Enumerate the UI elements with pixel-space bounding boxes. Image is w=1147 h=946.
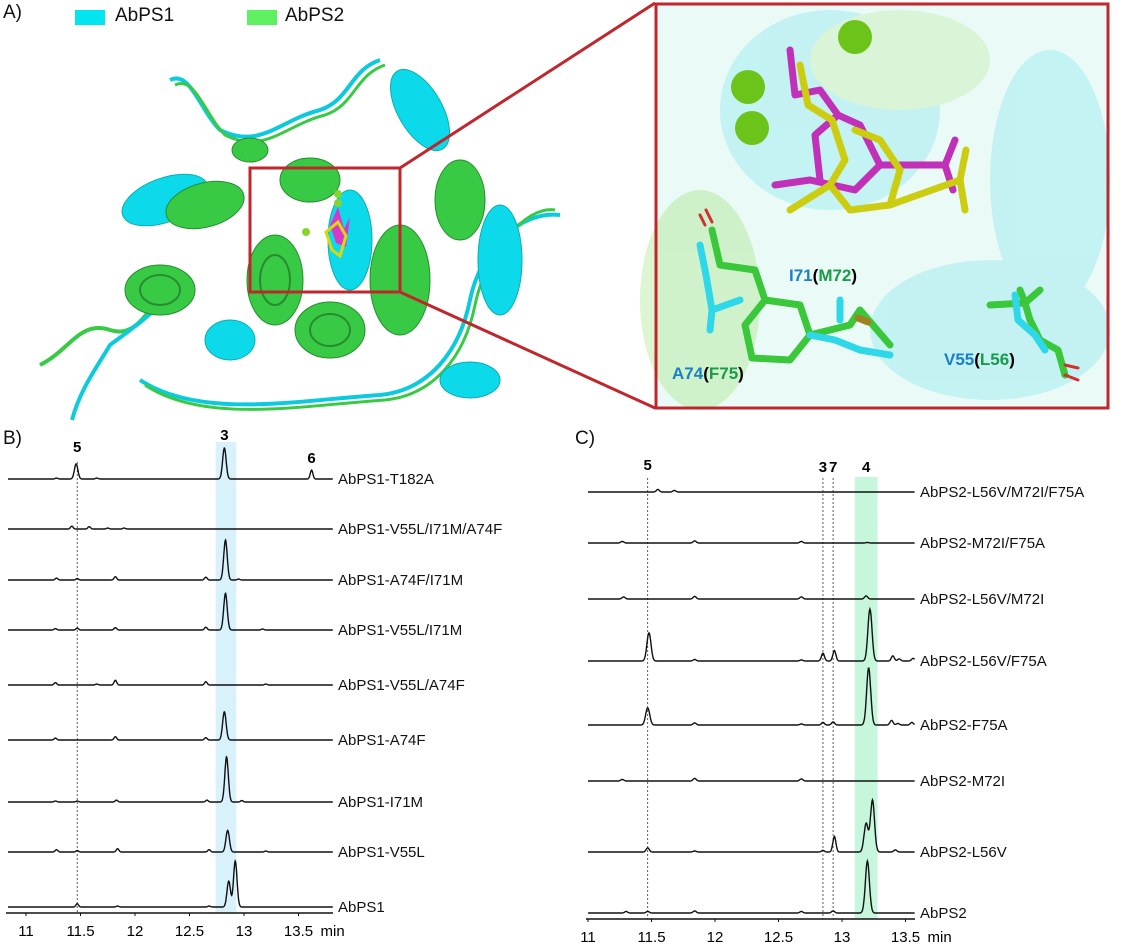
residue-abps2: F75 bbox=[708, 364, 739, 383]
paren: ) bbox=[738, 364, 744, 383]
compound-label-3: 3 bbox=[819, 459, 827, 476]
compound-label-7: 7 bbox=[829, 459, 837, 476]
paren: ( bbox=[703, 364, 709, 383]
trace-line bbox=[8, 525, 333, 530]
inset-frame bbox=[654, 2, 1110, 410]
trace-label: AbPS2-M72I/F75A bbox=[920, 535, 1045, 552]
trace-label: AbPS1-A74F/I71M bbox=[338, 572, 463, 589]
x-tick-label: 13 bbox=[834, 929, 851, 946]
x-tick-label: 12.5 bbox=[175, 923, 204, 940]
trace-line bbox=[8, 446, 333, 480]
trace-line bbox=[8, 538, 333, 581]
trace-label: AbPS1-T182A bbox=[338, 471, 434, 488]
x-tick-label: 11.5 bbox=[637, 929, 665, 946]
trace-label: AbPS1-I71M bbox=[338, 794, 423, 811]
compound-label-4: 4 bbox=[862, 459, 871, 476]
residue-label-a74-f75: A74(F75) bbox=[672, 364, 744, 384]
x-tick-label: 13 bbox=[236, 923, 253, 940]
zoom-connector-bottom bbox=[399, 290, 656, 410]
trace-line bbox=[588, 595, 915, 600]
residue-abps2: M72 bbox=[818, 266, 852, 285]
x-tick-label: 12 bbox=[707, 929, 724, 946]
trace-label: AbPS2 bbox=[920, 905, 967, 922]
trace-line bbox=[588, 777, 915, 782]
x-tick-label: 11 bbox=[18, 923, 34, 940]
trace-line bbox=[8, 829, 333, 853]
paren: ( bbox=[812, 266, 819, 285]
x-tick-label: 11 bbox=[580, 929, 596, 946]
trace-line bbox=[8, 591, 333, 631]
trace-label: AbPS2-F75A bbox=[920, 717, 1008, 734]
trace-label: AbPS1-V55L/I71M/A74F bbox=[338, 521, 502, 538]
zoom-region-box bbox=[248, 166, 402, 294]
x-tick-label: 13.5 bbox=[284, 923, 313, 940]
legend-label-abps2: AbPS2 bbox=[285, 5, 345, 26]
residue-abps1: V55 bbox=[944, 350, 975, 369]
trace-line bbox=[8, 755, 333, 803]
trace-line bbox=[588, 540, 915, 544]
paren: ) bbox=[851, 266, 858, 285]
trace-line bbox=[8, 859, 333, 908]
panel-c-label: C) bbox=[575, 428, 596, 449]
x-axis-unit: min bbox=[928, 929, 952, 946]
compound-label-6: 6 bbox=[307, 450, 315, 467]
trace-label: AbPS1-V55L/I71M bbox=[338, 622, 462, 639]
trace-label: AbPS1-V55L/A74F bbox=[338, 677, 465, 694]
trace-label: AbPS1-A74F bbox=[338, 732, 426, 749]
panel-b-label: B) bbox=[3, 428, 22, 449]
trace-line bbox=[588, 858, 915, 914]
protein-structure-figure bbox=[39, 1, 1110, 421]
paren: ( bbox=[974, 350, 980, 369]
paren: ) bbox=[1009, 350, 1015, 369]
trace-label: AbPS2-M72I bbox=[920, 773, 1005, 790]
x-tick-label: 11.5 bbox=[66, 923, 94, 940]
trace-line bbox=[588, 667, 915, 726]
residue-label-v55-l56: V55(L56) bbox=[944, 350, 1015, 370]
trace-label: AbPS2-L56V bbox=[920, 844, 1007, 861]
legend-swatch-abps2 bbox=[247, 10, 277, 25]
residue-label-i71-m72: I71(M72) bbox=[789, 266, 857, 286]
residue-abps2: L56 bbox=[979, 350, 1010, 369]
trace-line bbox=[588, 606, 916, 662]
trace-label: AbPS2-L56V/F75A bbox=[920, 653, 1047, 670]
residue-abps1: I71 bbox=[789, 266, 813, 285]
x-axis-unit: min bbox=[321, 923, 345, 940]
trace-label: AbPS1 bbox=[338, 899, 385, 916]
trace-line bbox=[8, 710, 333, 741]
panel-a-label: A) bbox=[3, 2, 22, 23]
trace-line bbox=[8, 679, 333, 686]
compound-label-3: 3 bbox=[220, 427, 228, 444]
x-tick-label: 13.5 bbox=[891, 929, 920, 946]
trace-label: AbPS2-L56V/M72I/F75A bbox=[920, 484, 1084, 501]
x-tick-label: 12.5 bbox=[764, 929, 793, 946]
legend-label-abps1: AbPS1 bbox=[115, 5, 175, 26]
highlight-band bbox=[215, 442, 237, 913]
residue-abps1: A74 bbox=[672, 364, 704, 383]
compound-label-5: 5 bbox=[73, 439, 81, 456]
legend-swatch-abps1 bbox=[75, 10, 105, 25]
trace-line bbox=[588, 488, 915, 493]
compound-label-5: 5 bbox=[644, 457, 652, 474]
trace-label: AbPS1-V55L bbox=[338, 844, 425, 861]
active-site-inset bbox=[640, 2, 1110, 410]
zoom-connector-top bbox=[399, 1, 656, 170]
trace-line bbox=[588, 797, 915, 853]
x-tick-label: 12 bbox=[127, 923, 144, 940]
trace-label: AbPS2-L56V/M72I bbox=[920, 591, 1044, 608]
